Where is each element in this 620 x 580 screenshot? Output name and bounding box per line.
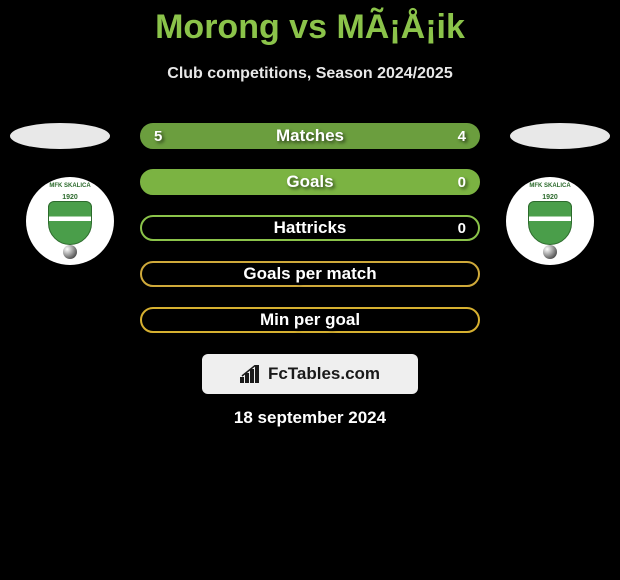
brand-badge[interactable]: FcTables.com xyxy=(202,354,418,394)
badge-shield-icon xyxy=(528,201,572,245)
badge-text-top: MFK SKALICA xyxy=(506,183,594,189)
page-title: Morong vs MÃ¡Å¡ik xyxy=(0,0,620,47)
club-badge-right: MFK SKALICA 1920 xyxy=(506,177,594,265)
stat-right-value: 4 xyxy=(458,128,466,145)
stat-right-value: 0 xyxy=(458,220,466,237)
badge-ball-icon xyxy=(543,245,557,259)
player-left-silhouette xyxy=(10,123,110,149)
stat-label: Hattricks xyxy=(142,218,478,238)
stat-row-goals-per-match: Goals per match xyxy=(140,261,480,287)
stat-left-value: 5 xyxy=(154,128,162,145)
stats-column: 5 Matches 4 Goals 0 Hattricks 0 Goals pe… xyxy=(140,123,480,353)
badge-year: 1920 xyxy=(26,194,114,201)
badge-text-top: MFK SKALICA xyxy=(26,183,114,189)
badge-ball-icon xyxy=(63,245,77,259)
stat-row-min-per-goal: Min per goal xyxy=(140,307,480,333)
stat-label: Goals xyxy=(142,172,478,192)
stat-row-matches: 5 Matches 4 xyxy=(140,123,480,149)
subtitle: Club competitions, Season 2024/2025 xyxy=(0,65,620,83)
date-text: 18 september 2024 xyxy=(0,408,620,428)
stat-label: Min per goal xyxy=(142,310,478,330)
stat-label: Goals per match xyxy=(142,264,478,284)
stat-right-value: 0 xyxy=(458,174,466,191)
stat-label: Matches xyxy=(142,126,478,146)
stat-row-goals: Goals 0 xyxy=(140,169,480,195)
club-badge-left: MFK SKALICA 1920 xyxy=(26,177,114,265)
badge-year: 1920 xyxy=(506,194,594,201)
bars-icon xyxy=(240,365,262,383)
player-right-silhouette xyxy=(510,123,610,149)
badge-shield-icon xyxy=(48,201,92,245)
stat-row-hattricks: Hattricks 0 xyxy=(140,215,480,241)
brand-text: FcTables.com xyxy=(268,364,380,384)
